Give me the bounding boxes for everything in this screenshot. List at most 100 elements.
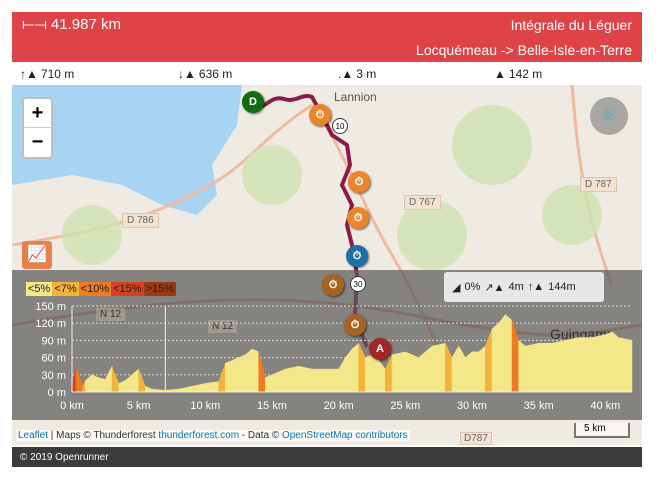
elevation-segment	[498, 313, 506, 393]
y-tick-label: 150 m	[35, 301, 66, 313]
elevation-segment	[338, 356, 346, 393]
max-altitude-icon: ▲	[494, 67, 506, 81]
elevation-toggle-button[interactable]: 📈	[22, 241, 52, 269]
elevation-segment	[138, 368, 146, 393]
elevation-segment	[205, 381, 219, 393]
y-tick-label: 60 m	[42, 353, 66, 365]
map[interactable]: D 786 D 767 D 787 Lannion + − ⚛ D ⏱ 10 ⏱…	[12, 85, 642, 445]
elevation-profile[interactable]: <5% <7% <10% <15% >15% N 12 N 12 Guingamp 0 …	[12, 270, 642, 420]
elevation-segment	[131, 368, 139, 393]
stopwatch-marker[interactable]: ⏱	[322, 274, 344, 296]
ascent-icon: ↑▲	[20, 67, 38, 81]
elevation-segment	[298, 365, 313, 393]
elevation-segment	[225, 360, 233, 393]
elevation-segment	[478, 345, 486, 393]
elevation-segment	[451, 345, 459, 393]
elevation-segment	[351, 342, 359, 393]
elevation-segment	[551, 340, 566, 393]
y-tick-label: 30 m	[42, 370, 66, 382]
stopwatch-marker[interactable]: ⏱	[346, 245, 368, 267]
zoom-out-button[interactable]: −	[31, 131, 44, 153]
elevation-segment	[191, 383, 206, 393]
layers-button[interactable]: ⚛	[590, 97, 628, 135]
elevation-segment	[565, 337, 579, 393]
legend-item: <15%	[111, 282, 144, 296]
elevation-segment	[145, 385, 153, 393]
route-title: Intégrale du Léguer	[510, 17, 632, 33]
elevation-segment	[378, 359, 386, 393]
slope-legend: <5% <7% <10% <15% >15%	[26, 282, 177, 296]
elevation-segment	[445, 343, 453, 393]
km-marker[interactable]: 10	[332, 118, 348, 134]
y-tick-label: 0 m	[48, 387, 66, 399]
elevation-segment	[75, 366, 83, 393]
elevation-segment	[311, 368, 326, 393]
elevation-segment	[265, 374, 273, 393]
x-tick-label: 5 km	[127, 400, 151, 412]
x-tick-label: 40 km	[590, 400, 620, 412]
elevation-segment	[285, 365, 299, 393]
elevation-segment	[365, 354, 373, 393]
min-altitude-stat: .▲ 3 m	[338, 67, 377, 81]
elevation-segment	[525, 342, 539, 393]
y-tick-label: 120 m	[35, 318, 66, 330]
road-label: D787	[460, 432, 492, 445]
town-label: Lannion	[334, 90, 377, 104]
min-altitude-icon: .▲	[338, 67, 354, 81]
gain-icon: ↗▲	[484, 281, 505, 294]
elevation-segment	[431, 342, 446, 393]
elevation-segment	[118, 380, 126, 393]
road-label: N 12	[96, 308, 126, 321]
elevation-segment	[371, 354, 379, 393]
road-label: D 786	[122, 213, 159, 228]
x-tick-label: 25 km	[390, 400, 420, 412]
elevation-segment	[85, 374, 93, 393]
stopwatch-marker[interactable]: ⏱	[348, 171, 370, 193]
route-header: ⟝⟞ 41.987 km Intégrale du Léguer Locquéme…	[12, 12, 642, 62]
stats-bar: ↑▲ 710 m ↓▲ 636 m .▲ 3 m ▲ 142 m	[12, 64, 642, 84]
x-tick-label: 15 km	[257, 400, 287, 412]
legend-item: <5%	[26, 282, 53, 296]
elevation-segment	[485, 328, 493, 393]
chart-icon: 📈	[27, 246, 47, 263]
road-label: D 787	[580, 177, 617, 192]
legend-item: <10%	[78, 282, 112, 296]
elevation-segment	[518, 339, 526, 393]
scale-bar: 5 km	[574, 423, 630, 438]
road-label: D 767	[404, 195, 441, 210]
ruler-icon: ⟝⟞	[22, 16, 47, 33]
stopwatch-marker[interactable]: ⏱	[347, 207, 369, 229]
elevation-segment	[491, 322, 499, 393]
elevation-segment	[82, 380, 86, 393]
x-tick-label: 35 km	[524, 400, 554, 412]
stopwatch-marker[interactable]: ⏱	[309, 104, 331, 126]
osm-link[interactable]: OpenStreetMap contributors	[281, 430, 408, 441]
zoom-in-button[interactable]: +	[24, 99, 51, 128]
elevation-segment	[271, 368, 286, 393]
altitude-icon: ↑▲	[527, 281, 545, 293]
elevation-segment	[105, 366, 113, 393]
end-marker[interactable]: A	[369, 338, 391, 360]
elevation-segment	[345, 348, 353, 393]
elevation-segment	[91, 374, 99, 393]
y-tick-label: 90 m	[42, 335, 66, 347]
thunderforest-link[interactable]: thunderforest.com	[158, 430, 240, 441]
elevation-summary: ◢ 0% ↗▲ 4m ↑▲ 144m	[444, 272, 604, 302]
elevation-chart[interactable]: 0 m 30 m 60 m 90 m 120 m 150 m 0 km 5 km 10 km 15…	[12, 270, 642, 420]
leaflet-link[interactable]: Leaflet	[18, 430, 49, 441]
start-marker[interactable]: D	[242, 91, 264, 113]
legend-item: >15%	[143, 282, 177, 296]
elevation-segment	[125, 374, 133, 393]
stopwatch-marker[interactable]: ⏱	[344, 314, 366, 336]
elevation-segment	[591, 334, 606, 393]
layers-icon: ⚛	[600, 105, 618, 127]
elevation-segment	[71, 366, 77, 393]
elevation-segment	[418, 345, 433, 393]
x-tick-label: 0 km	[60, 400, 84, 412]
km-marker[interactable]: 30	[350, 276, 366, 292]
descent-stat: ↓▲ 636 m	[178, 67, 233, 81]
max-altitude-stat: ▲ 142 m	[494, 67, 543, 81]
elevation-segment	[251, 348, 259, 393]
x-tick-label: 10 km	[190, 400, 220, 412]
x-tick-label: 30 km	[457, 400, 487, 412]
